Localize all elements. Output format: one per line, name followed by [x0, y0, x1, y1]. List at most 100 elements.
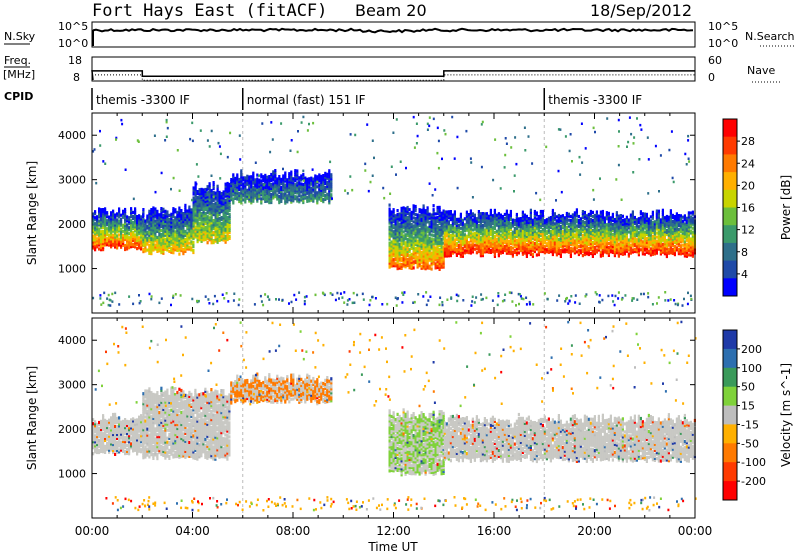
- range-cell: [389, 242, 391, 245]
- range-cell: [558, 214, 560, 217]
- range-cell: [110, 211, 112, 214]
- range-cell: [415, 217, 417, 220]
- range-cell: [227, 182, 229, 185]
- range-cell: [524, 214, 526, 217]
- range-cell: [540, 238, 542, 241]
- range-cell: [94, 210, 96, 213]
- range-cell: [221, 192, 223, 195]
- range-cell: [578, 249, 580, 252]
- range-cell: [192, 241, 194, 244]
- range-cell: [240, 187, 242, 190]
- range-cell: [112, 210, 114, 213]
- range-cell: [462, 219, 464, 222]
- range-cell: [142, 218, 144, 221]
- range-cell: [570, 215, 572, 218]
- range-cell: [260, 197, 262, 200]
- range-cell: [664, 216, 666, 219]
- range-cell: [399, 243, 401, 246]
- range-cell: [570, 219, 572, 222]
- range-cell: [528, 217, 530, 220]
- range-cell: [636, 238, 638, 241]
- range-cell: [582, 254, 584, 257]
- range-cell: [296, 195, 298, 198]
- range-cell: [401, 207, 403, 210]
- range-cell: [294, 183, 296, 186]
- range-cell: [268, 175, 270, 178]
- range-cell: [221, 216, 223, 219]
- range-cell: [510, 222, 512, 225]
- range-cell: [122, 230, 124, 233]
- range-cell: [108, 216, 110, 219]
- range-cell: [407, 206, 409, 209]
- range-cell: [142, 208, 144, 211]
- range-cell: [389, 204, 391, 207]
- range-cell: [576, 208, 578, 211]
- range-cell: [554, 222, 556, 225]
- range-cell: [415, 205, 417, 208]
- range-cell: [250, 175, 252, 178]
- range-cell: [572, 213, 574, 216]
- range-cell: [162, 214, 164, 217]
- range-cell: [419, 208, 421, 211]
- range-cell: [441, 238, 443, 241]
- range-cell: [466, 235, 468, 238]
- range-cell: [302, 173, 304, 176]
- range-cell: [612, 223, 614, 226]
- range-cell: [439, 226, 441, 229]
- range-cell: [391, 210, 393, 213]
- range-cell: [282, 192, 284, 195]
- range-cell: [203, 188, 205, 191]
- range-cell: [441, 212, 443, 215]
- range-cell: [266, 176, 268, 179]
- range-cell: [142, 224, 144, 227]
- range-cell: [150, 208, 152, 211]
- range-cell: [213, 219, 215, 222]
- range-cell: [612, 233, 614, 236]
- range-cell: [606, 211, 608, 214]
- range-cell: [294, 169, 296, 172]
- range-cell: [197, 196, 199, 199]
- range-cell: [98, 207, 100, 210]
- range-cell: [146, 237, 148, 240]
- range-cell: [223, 190, 225, 193]
- range-cell: [648, 218, 650, 221]
- range-cell: [431, 233, 433, 236]
- range-cell: [270, 183, 272, 186]
- range-cell: [326, 181, 328, 184]
- range-cell: [322, 174, 324, 177]
- range-cell: [154, 243, 156, 246]
- range-cell: [450, 210, 452, 213]
- range-cell: [284, 172, 286, 175]
- range-cell: [168, 214, 170, 217]
- range-cell: [260, 173, 262, 176]
- range-cell: [94, 216, 96, 219]
- range-cell: [590, 210, 592, 213]
- range-cell: [628, 238, 630, 241]
- range-cell: [514, 249, 516, 252]
- range-cell: [409, 254, 411, 257]
- range-cell: [112, 234, 114, 237]
- range-cell: [174, 216, 176, 219]
- range-cell: [199, 222, 201, 225]
- range-cell: [132, 231, 134, 234]
- range-cell: [622, 219, 624, 222]
- range-cell: [219, 191, 221, 194]
- range-cell: [421, 209, 423, 212]
- range-cell: [316, 185, 318, 188]
- range-cell: [423, 204, 425, 207]
- range-cell: [215, 202, 217, 205]
- range-cell: [602, 210, 604, 213]
- range-cell: [188, 242, 190, 245]
- range-cell: [466, 211, 468, 214]
- beam-title: Beam 20: [355, 1, 427, 20]
- range-cell: [656, 240, 658, 243]
- range-cell: [393, 208, 395, 211]
- range-cell: [96, 237, 98, 240]
- range-cell: [592, 229, 594, 232]
- range-cell: [494, 209, 496, 212]
- range-cell: [102, 208, 104, 211]
- range-cell: [205, 226, 207, 229]
- range-cell: [401, 263, 403, 266]
- nsky-label: N.Sky: [4, 30, 36, 43]
- range-cell: [393, 258, 395, 261]
